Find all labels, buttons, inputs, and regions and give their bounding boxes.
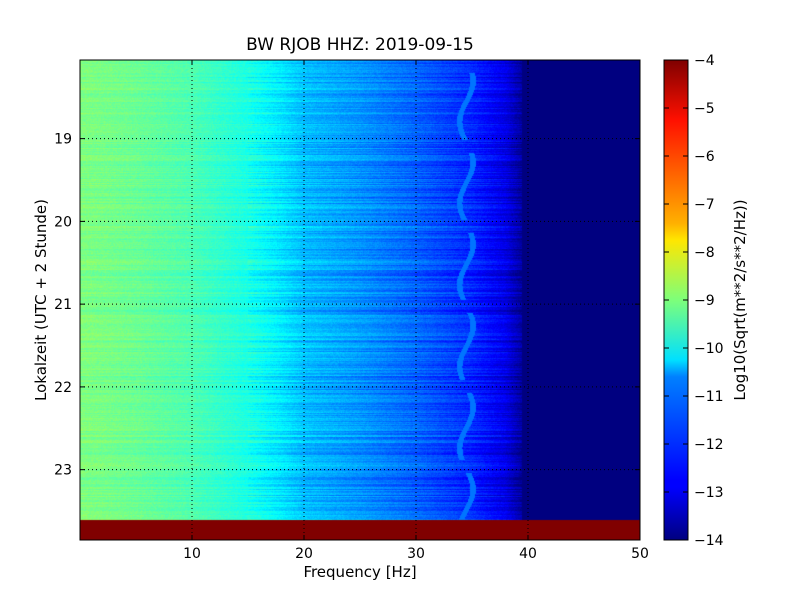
- colorbar-tick-label: −9: [694, 293, 715, 309]
- plot-frame: [79, 59, 641, 541]
- colorbar-tick-label: −12: [694, 437, 724, 453]
- y-tick-label: 20: [54, 214, 72, 230]
- x-axis-label: Frequency [Hz]: [303, 563, 416, 581]
- colorbar-label: Log10(Sqrt(m**2/s**2/Hz)): [731, 199, 749, 400]
- x-axis-ticks: 10 20 30 40 50: [183, 60, 649, 562]
- x-tick-label: 50: [631, 546, 649, 562]
- heatmap-image-holder: [80, 60, 640, 540]
- x-tick-label: 40: [519, 546, 537, 562]
- colorbar-tick-label: −13: [694, 485, 724, 501]
- y-tick-label: 19: [54, 132, 72, 148]
- colorbar-tick-label: −6: [694, 149, 715, 165]
- colorbar-tick-label: −4: [694, 53, 715, 69]
- y-axis-ticks: 19 20 21 22 23: [54, 132, 640, 479]
- colorbar-tick-label: −11: [694, 389, 724, 405]
- colorbar-tick-label: −5: [694, 101, 715, 117]
- y-tick-label: 21: [54, 297, 72, 313]
- colorbar-tick-label: −7: [694, 197, 715, 213]
- y-tick-label: 23: [54, 463, 72, 479]
- y-tick-label: 22: [54, 380, 72, 396]
- colorbar-ticks: −4 −5 −6 −7 −8 −9 −10 −11 −12 −13 −14: [664, 53, 724, 549]
- heatmap-image: [80, 60, 640, 540]
- x-tick-label: 30: [407, 546, 425, 562]
- colorbar-tick-label: −8: [694, 245, 715, 261]
- colorbar-tick-label: −10: [694, 341, 724, 357]
- colorbar-tick-label: −14: [694, 533, 724, 549]
- x-tick-label: 20: [295, 546, 313, 562]
- grid-lines: [80, 60, 640, 540]
- x-tick-label: 10: [183, 546, 201, 562]
- chart-title: BW RJOB HHZ: 2019-09-15: [246, 35, 474, 55]
- y-axis-label: Lokalzeit (UTC + 2 Stunde): [32, 199, 50, 401]
